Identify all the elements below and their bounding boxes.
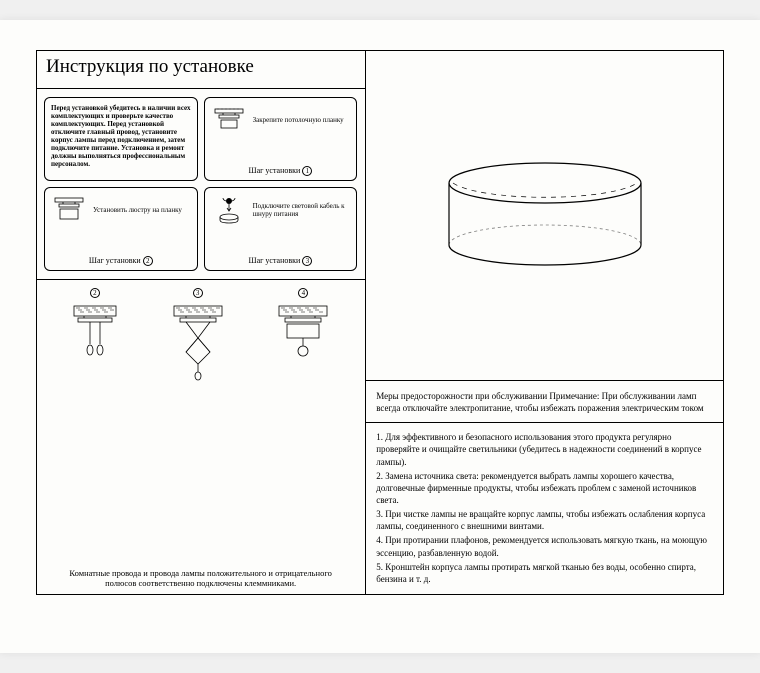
content-grid: Инструкция по установке Перед установкой… bbox=[36, 50, 724, 595]
precaution-text: Меры предосторожности при обслуживании П… bbox=[366, 381, 724, 423]
step1-caption: Шаг установки 1 bbox=[211, 166, 351, 176]
wiring-icon-3 bbox=[168, 304, 228, 384]
maint-item-2: 2. Замена источника света: рекомендуется… bbox=[376, 470, 714, 506]
step3-icon bbox=[211, 194, 247, 226]
step2-text: Установить люстру на планку bbox=[93, 206, 182, 214]
wiring-icon-2 bbox=[70, 304, 120, 374]
right-column: Меры предосторожности при обслуживании П… bbox=[366, 50, 724, 595]
step3-caption: Шаг установки 3 bbox=[211, 256, 351, 266]
warning-box: Перед установкой убедитесь в наличии все… bbox=[44, 97, 198, 181]
wiring-col-2: 2 bbox=[70, 288, 120, 374]
wiring-icon-4 bbox=[275, 304, 331, 374]
maint-item-4: 4. При протирании плафонов, рекомендуетс… bbox=[376, 534, 714, 558]
warning-text: Перед установкой убедитесь в наличии все… bbox=[51, 104, 191, 168]
step2-caption: Шаг установки 2 bbox=[51, 256, 191, 266]
step-box-3: Подключите световой кабель к шнуру питан… bbox=[204, 187, 358, 271]
left-column: Инструкция по установке Перед установкой… bbox=[36, 50, 366, 595]
step-box-1: Закрепите потолочную планку Шаг установк… bbox=[204, 97, 358, 181]
wiring-caption: Комнатные провода и провода лампы положи… bbox=[46, 568, 355, 589]
step2-icon bbox=[51, 194, 87, 226]
page-title: Инструкция по установке bbox=[36, 50, 365, 89]
step1-text: Закрепите потолочную планку bbox=[253, 116, 344, 124]
maint-item-5: 5. Кронштейн корпуса лампы протирать мяг… bbox=[376, 561, 714, 585]
drum-lamp-icon bbox=[425, 135, 665, 295]
step1-icon bbox=[211, 104, 247, 136]
wiring-icons-row: 2 3 bbox=[46, 288, 355, 564]
wiring-area: 2 3 bbox=[36, 280, 365, 595]
maint-item-1: 1. Для эффективного и безопасного исполь… bbox=[376, 431, 714, 467]
steps-grid: Перед установкой убедитесь в наличии все… bbox=[36, 89, 365, 280]
instruction-sheet: Инструкция по установке Перед установкой… bbox=[0, 20, 760, 653]
wiring-col-3: 3 bbox=[168, 288, 228, 384]
wiring-col-4: 4 bbox=[275, 288, 331, 374]
maint-item-3: 3. При чистке лампы не вращайте корпус л… bbox=[376, 508, 714, 532]
lamp-illustration bbox=[366, 50, 724, 381]
step-box-2: Установить люстру на планку Шаг установк… bbox=[44, 187, 198, 271]
maintenance-list: 1. Для эффективного и безопасного исполь… bbox=[366, 423, 724, 595]
step3-text: Подключите световой кабель к шнуру питан… bbox=[253, 202, 351, 219]
